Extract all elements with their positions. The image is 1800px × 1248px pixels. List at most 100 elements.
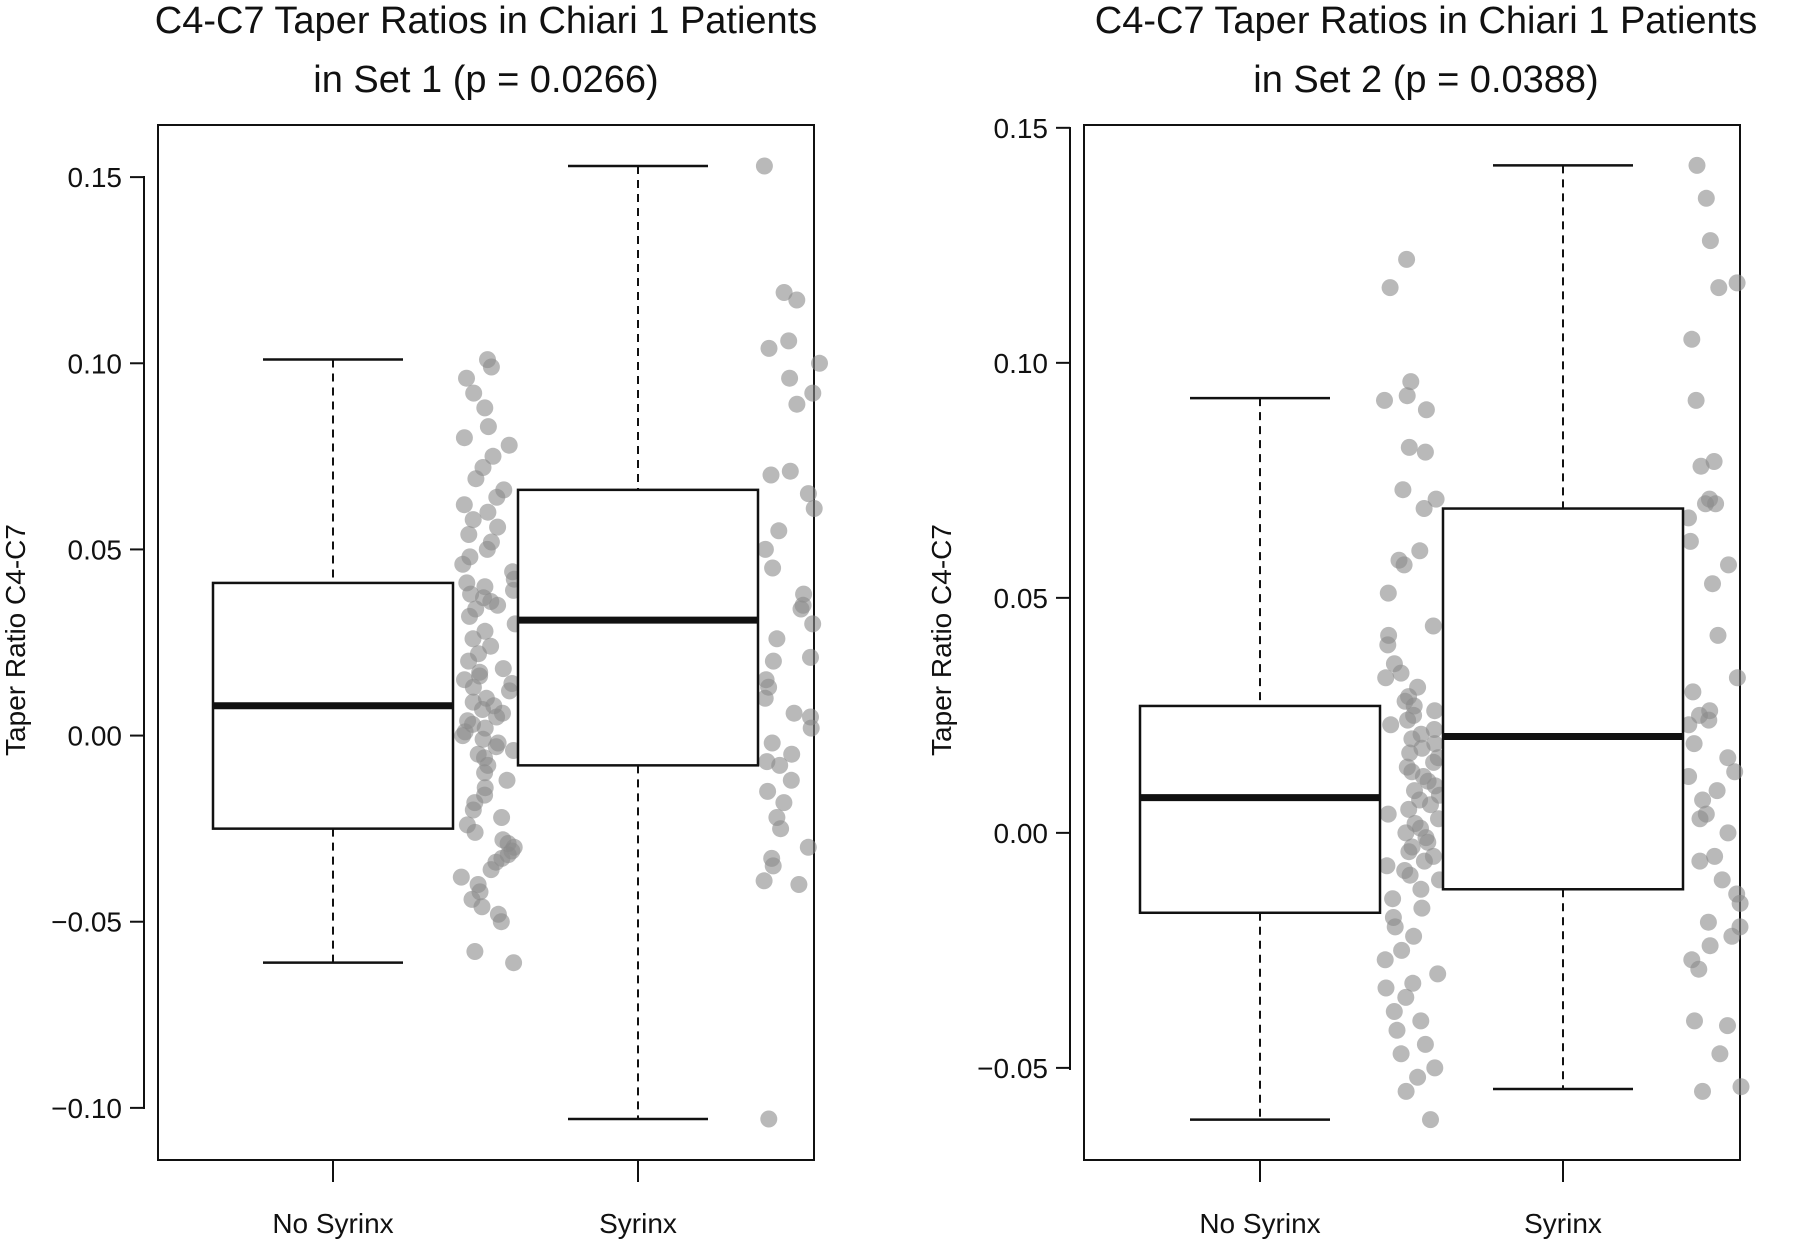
data-point: [1388, 1021, 1406, 1039]
data-point: [467, 470, 485, 488]
boxplot-no-syrinx: [1138, 396, 1382, 1121]
data-point: [1424, 617, 1442, 635]
data-point: [1412, 1012, 1430, 1030]
data-point: [758, 753, 776, 771]
data-point: [1377, 979, 1395, 997]
data-point: [1397, 1082, 1415, 1100]
data-point: [1395, 556, 1413, 574]
data-point: [1401, 744, 1419, 762]
data-point: [482, 358, 500, 376]
data-point: [760, 1110, 778, 1128]
data-point: [1700, 711, 1718, 729]
y-axis-title: Taper Ratio C4-C7: [0, 524, 31, 756]
data-point: [488, 488, 506, 506]
interquartile-box: [1138, 704, 1382, 915]
data-point: [1384, 890, 1402, 908]
data-point: [1411, 542, 1429, 560]
data-point: [1691, 810, 1709, 828]
data-point: [476, 764, 494, 782]
data-point: [1706, 847, 1724, 865]
interquartile-box: [516, 488, 760, 767]
data-point: [1723, 927, 1741, 945]
data-point: [1699, 913, 1717, 931]
data-point: [1691, 852, 1709, 870]
data-point: [1726, 763, 1744, 781]
data-point: [1419, 833, 1437, 851]
data-point: [755, 872, 773, 890]
boxplot-syrinx: [1441, 164, 1685, 1091]
data-point: [1685, 735, 1703, 753]
data-point: [1394, 481, 1412, 499]
data-point: [792, 600, 810, 618]
data-point: [775, 284, 793, 301]
data-point: [476, 399, 494, 417]
data-point: [1413, 899, 1431, 917]
data-point: [772, 820, 790, 838]
data-point: [1392, 664, 1410, 682]
data-point: [1378, 857, 1396, 875]
data-point: [764, 559, 782, 577]
data-point: [479, 418, 497, 436]
data-point: [466, 943, 484, 960]
y-tick-label: 0.00: [994, 818, 1049, 849]
data-point: [464, 678, 482, 696]
y-tick-label: 0.15: [994, 113, 1049, 144]
data-point: [781, 369, 799, 387]
data-point: [802, 648, 819, 666]
data-point: [1728, 669, 1746, 687]
data-point: [755, 157, 773, 175]
data-point: [464, 801, 482, 819]
data-point: [1697, 189, 1715, 207]
data-point: [1422, 796, 1439, 814]
data-point: [482, 861, 500, 879]
data-point: [1422, 1111, 1439, 1129]
data-point: [1709, 626, 1727, 644]
data-point: [505, 954, 523, 972]
data-point: [771, 756, 789, 774]
data-point: [464, 511, 482, 529]
data-point: [1719, 1017, 1736, 1035]
data-point: [764, 652, 782, 670]
data-point: [454, 555, 472, 573]
data-point: [1426, 735, 1444, 753]
data-point: [760, 339, 778, 357]
data-point: [1392, 1045, 1410, 1063]
data-point: [1379, 636, 1397, 654]
chart-title-line1: C4-C7 Taper Ratios in Chiari 1 Patients: [1095, 0, 1758, 42]
data-point: [781, 462, 799, 480]
data-point: [1711, 1045, 1729, 1063]
data-point: [1415, 852, 1433, 870]
y-tick-label: −0.05: [977, 1053, 1048, 1084]
y-tick-label: 0.05: [994, 583, 1049, 614]
data-point: [1382, 716, 1400, 734]
data-point: [1376, 391, 1393, 409]
data-point: [1683, 330, 1701, 348]
data-point: [788, 291, 806, 309]
y-tick-label: −0.05: [51, 907, 122, 938]
data-point: [783, 745, 801, 763]
chart-title-line1: C4-C7 Taper Ratios in Chiari 1 Patients: [155, 0, 818, 42]
data-point: [1688, 156, 1706, 174]
data-point: [1415, 500, 1433, 517]
data-point: [464, 630, 482, 648]
y-tick-label: 0.10: [68, 348, 123, 379]
data-point: [1704, 575, 1721, 593]
data-point: [1397, 824, 1415, 842]
data-point: [1719, 824, 1737, 842]
data-point: [465, 384, 483, 402]
data-point: [493, 809, 511, 826]
data-point: [1720, 556, 1737, 574]
data-point: [1425, 721, 1443, 738]
data-point: [489, 518, 507, 536]
data-point: [461, 607, 478, 625]
y-tick-label: 0.15: [68, 162, 123, 193]
data-point: [788, 395, 806, 413]
y-axis-title: Taper Ratio C4-C7: [926, 524, 957, 756]
data-point: [455, 496, 473, 514]
data-point: [802, 719, 820, 737]
data-point: [1379, 584, 1397, 602]
data-point: [1400, 800, 1418, 818]
data-point: [1417, 401, 1435, 419]
data-point: [1690, 960, 1708, 978]
data-point: [1701, 937, 1719, 955]
